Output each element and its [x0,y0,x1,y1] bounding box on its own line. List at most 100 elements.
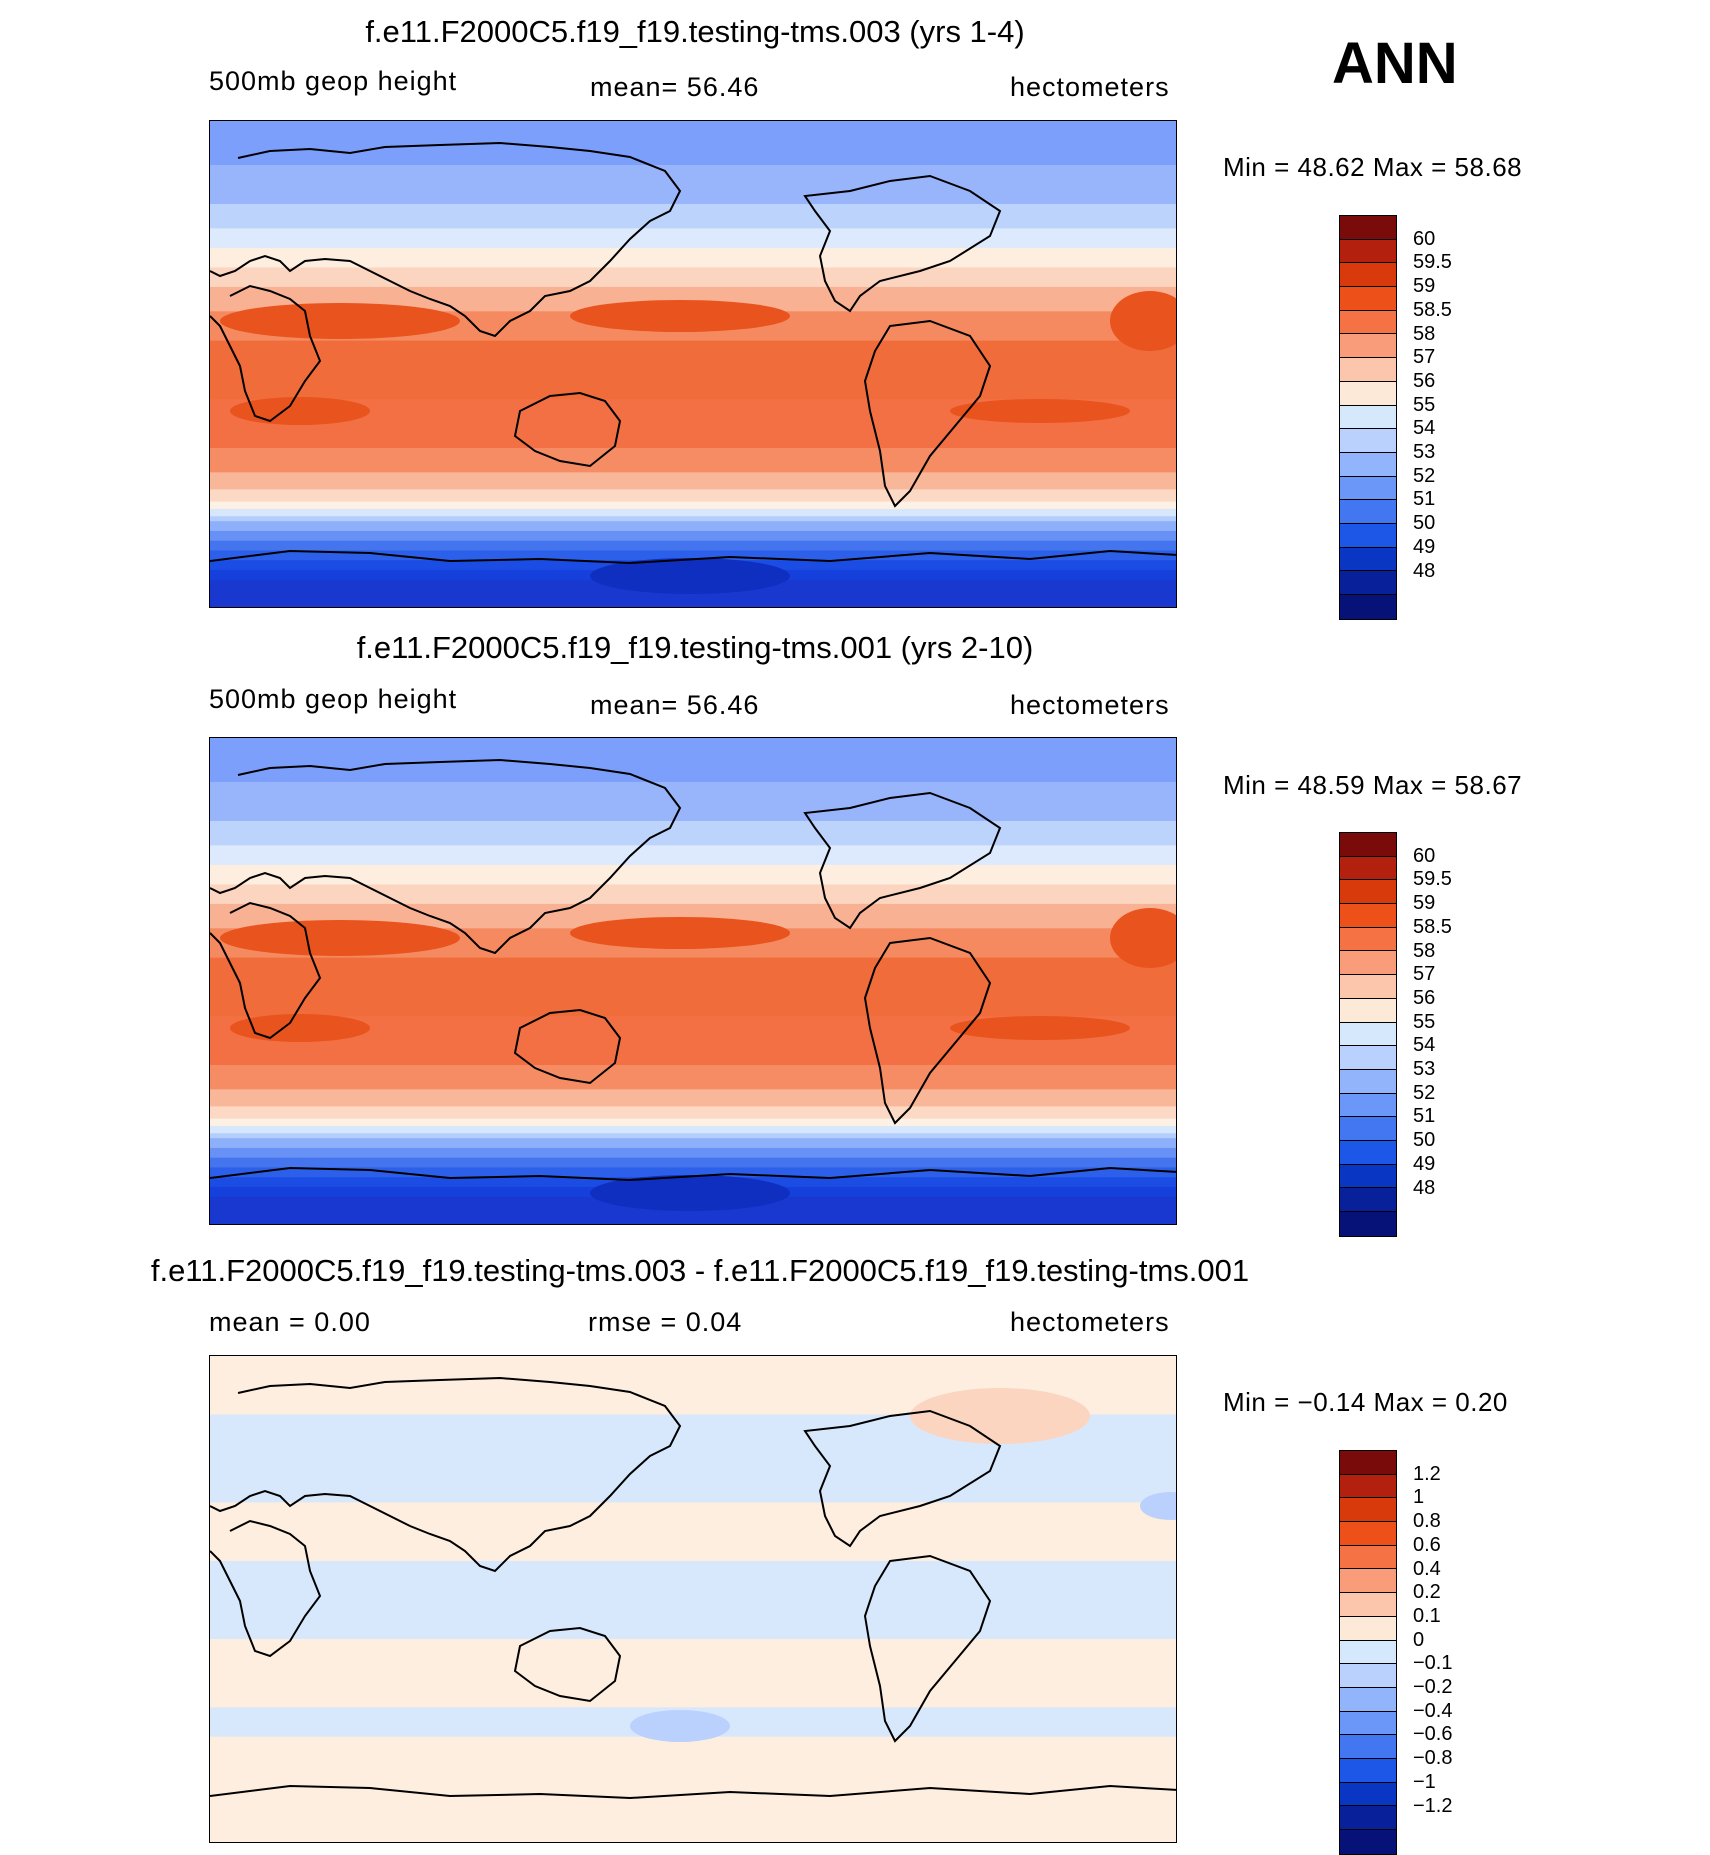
contour-blob [630,1710,730,1742]
colorbar-swatch [1340,1188,1396,1212]
contour-band [210,781,1176,822]
contour-blob [220,920,460,956]
coastline [210,284,322,423]
contour-blob [230,1014,370,1042]
colorbar-tick-label: −0.2 [1413,1676,1453,1698]
colorbar-tick-label: 52 [1413,464,1436,487]
coastline [210,141,682,338]
colorbar-swatch [1340,500,1396,524]
colorbar-swatch [1340,1616,1396,1641]
units-label: hectometers [1010,72,1170,102]
coastline [210,1376,682,1573]
colorbar-tick-label: 0.8 [1413,1510,1441,1533]
coastline [513,391,622,468]
colorbar-swatch [1340,1569,1396,1594]
colorbar-tick-label: 55 [1413,393,1436,416]
colorbar-swatch [1340,523,1396,548]
contour-band [210,957,1176,1017]
colorbar-tick-label: 57 [1413,346,1436,369]
colorbar-swatch [1340,1522,1396,1546]
contour-band [210,1502,1176,1562]
coastline [210,1166,1176,1182]
variable-label: 500mb geop height [209,66,458,96]
colorbar-swatch [1340,1140,1396,1165]
contour-band [210,1125,1176,1134]
colorbar-tick-label: 0.1 [1413,1604,1441,1627]
colorbar-tick-label: 1 [1413,1486,1425,1509]
colorbar-tick-label: 50 [1413,512,1436,535]
colorbar-swatch [1340,287,1396,311]
min-max-label: Min = −0.14 Max = 0.20 [1223,1387,1508,1417]
coastline [863,936,992,1125]
colorbar-swatch [1340,358,1396,382]
colorbar-swatch [1340,1474,1396,1499]
colorbar-tick-label: 56 [1413,986,1436,1009]
contour-band [210,121,1176,166]
colorbar-tick-label: −0.6 [1413,1723,1453,1746]
min-max-label: Min = 48.62 Max = 58.68 [1223,152,1523,182]
contour-blob [570,300,790,332]
contour-band [210,550,1176,561]
units-label: hectometers [1010,690,1170,720]
contour-field [210,738,1176,1224]
colorbar-swatch [1340,334,1396,359]
contour-band [210,267,1176,288]
colorbar-tick-label: 48 [1413,559,1436,582]
contour-band [210,540,1176,551]
coastline [210,549,1176,565]
coastline [210,1784,1176,1800]
contour-band [210,1118,1176,1127]
colorbar-tick-label: 49 [1413,535,1436,558]
mean-label: mean= 56.46 [590,72,760,102]
colorbar-tick-label: −0.4 [1413,1699,1453,1722]
contour-band [210,508,1176,517]
colorbar-tick-label: 59 [1413,892,1436,915]
contour-band [210,820,1176,846]
variable-label: 500mb geop height [209,684,458,714]
contour-band [210,228,1176,249]
colorbar [1339,1450,1397,1855]
contour-blob [1110,908,1176,968]
colorbar-tick-label: 48 [1413,1176,1436,1199]
colorbar-tick-label: 60 [1413,227,1436,250]
colorbar-swatch [1340,1735,1396,1759]
colorbar-tick-label: −1 [1413,1770,1436,1793]
colorbar-swatch [1340,595,1396,619]
contour-band [210,864,1176,885]
colorbar-tick-label: 59.5 [1413,868,1452,891]
contour-blob [950,399,1130,423]
colorbar-tick-label: −0.1 [1413,1652,1453,1675]
mean-label: mean = 0.00 [209,1307,371,1337]
coastline [210,1519,322,1658]
panel-title: f.e11.F2000C5.f19_f19.testing-tms.003 (y… [365,14,1025,49]
colorbar-tick-label: 54 [1413,1034,1436,1057]
coastline [803,1409,1002,1548]
contour-band [210,516,1176,522]
colorbar-swatch [1340,1451,1396,1475]
colorbar-swatch [1340,856,1396,881]
contour-band [210,472,1176,490]
colorbar-tick-label: 53 [1413,441,1436,463]
contour-blob [570,917,790,949]
contour-band [210,501,1176,510]
colorbar-swatch [1340,1545,1396,1570]
colorbar-swatch [1340,1782,1396,1807]
colorbar-tick-label: 55 [1413,1010,1436,1033]
contour-band [210,1133,1176,1139]
colorbar-swatch [1340,904,1396,928]
colorbar-swatch [1340,975,1396,999]
contour-band [210,521,1176,532]
mean-label: mean= 56.46 [590,690,760,720]
colorbar-tick-label: 51 [1413,488,1436,511]
colorbar-swatch [1340,476,1396,501]
colorbar-swatch [1340,547,1396,572]
contour-band [210,1736,1176,1842]
colorbar-swatch [1340,927,1396,952]
contour-band [210,164,1176,205]
contour-blob [230,397,370,425]
map-plot [209,1355,1177,1843]
colorbar-swatch [1340,1212,1396,1236]
colorbar-swatch [1340,239,1396,264]
contour-band [210,247,1176,268]
contour-field [210,1356,1176,1842]
